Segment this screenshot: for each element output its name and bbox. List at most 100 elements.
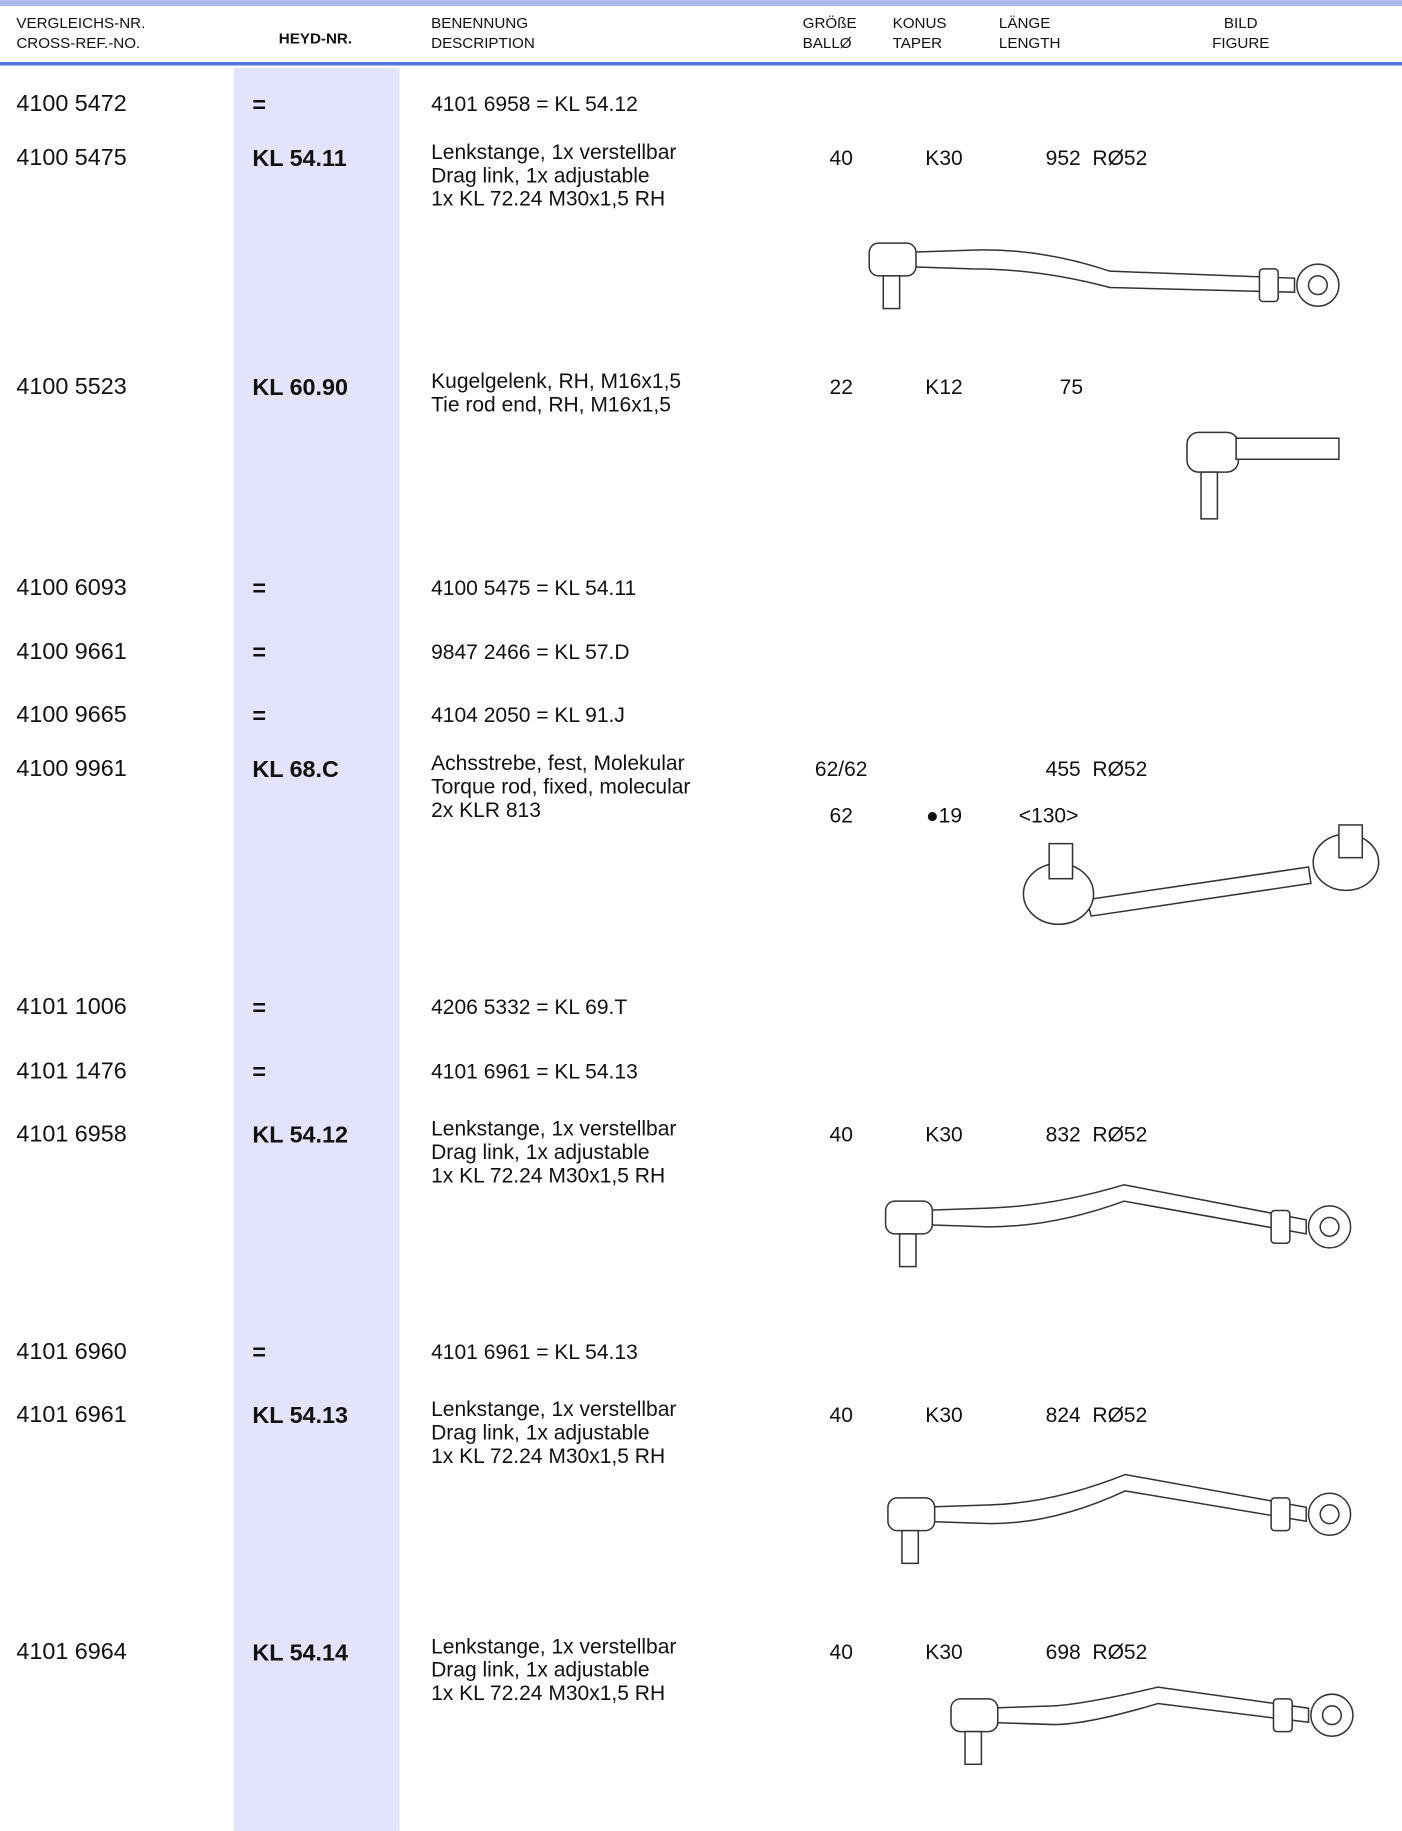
cross-ref: 4100 5472 xyxy=(16,90,126,116)
header-label: DESCRIPTION xyxy=(431,35,535,52)
ball-end xyxy=(1307,275,1328,296)
description: Tie rod end, RH, M16x1,5 xyxy=(431,393,671,416)
description: Lenkstange, 1x verstellbar xyxy=(431,1398,676,1421)
socket xyxy=(950,1698,999,1733)
description: Lenkstange, 1x verstellbar xyxy=(431,1118,676,1141)
description: Lenkstange, 1x verstellbar xyxy=(431,1635,676,1658)
ball-size: 62 xyxy=(830,805,853,828)
description: Drag link, 1x adjustable xyxy=(431,1421,649,1444)
rod xyxy=(901,249,1296,293)
ball-size: 62/62 xyxy=(815,758,868,781)
heyd-no: = xyxy=(252,91,266,117)
rows: 4100 5472 = 4101 6958 = KL 54.12 4100 5475 K… xyxy=(16,90,1380,1766)
description: 1x KL 72.24 M30x1,5 RH xyxy=(431,1682,665,1705)
stud xyxy=(1200,471,1219,520)
cross-ref: 4100 9961 xyxy=(16,755,126,781)
rod xyxy=(917,1184,1307,1235)
figure xyxy=(884,1184,1352,1268)
length: 698 RØ52 xyxy=(1046,1641,1148,1664)
stud xyxy=(898,1233,917,1268)
header-label: GRÖßE xyxy=(803,14,857,32)
taper: K30 xyxy=(925,147,962,170)
socket xyxy=(868,242,917,277)
description: 1x KL 72.24 M30x1,5 RH xyxy=(431,1445,665,1468)
cross-ref: 4100 5523 xyxy=(16,373,126,399)
heyd-no: KL 54.11 xyxy=(252,145,346,171)
ball-end xyxy=(1319,1216,1340,1237)
heyd-no: = xyxy=(252,639,266,665)
ball-size: 40 xyxy=(830,1641,853,1664)
figure xyxy=(887,1473,1352,1565)
length: 455 RØ52 xyxy=(1046,758,1148,781)
description: 4101 6958 = KL 54.12 xyxy=(431,93,638,116)
rod xyxy=(919,1473,1307,1525)
cross-ref: 4101 1006 xyxy=(16,993,126,1019)
cross-ref: 4101 6961 xyxy=(16,1401,126,1427)
header-label: KONUS xyxy=(893,15,947,32)
header: VERGLEICHS-NR. CROSS-REF.-NO. BENENNUNG DES… xyxy=(16,14,1269,52)
ball-end xyxy=(1321,1705,1343,1726)
heyd-no: = xyxy=(252,575,266,601)
cross-ref: 4100 5475 xyxy=(16,144,126,170)
taper: K30 xyxy=(925,1404,962,1427)
heyd-no: = xyxy=(252,994,266,1020)
description: Torque rod, fixed, molecular xyxy=(431,775,690,798)
cross-ref: 4101 6960 xyxy=(16,1338,126,1364)
ball-size: 40 xyxy=(830,1124,853,1147)
figure xyxy=(950,1686,1354,1766)
rod xyxy=(1085,866,1312,917)
figure xyxy=(1022,824,1380,926)
cross-ref: 4100 9665 xyxy=(16,701,126,727)
socket xyxy=(1186,431,1240,473)
cross-ref: 4100 9661 xyxy=(16,638,126,664)
clamp xyxy=(1270,1497,1291,1532)
description: 4101 6961 = KL 54.13 xyxy=(431,1341,638,1364)
header-label: TAPER xyxy=(893,35,942,52)
description: 4100 5475 = KL 54.11 xyxy=(431,577,636,600)
stud xyxy=(964,1730,983,1766)
ball-size: 22 xyxy=(830,376,853,399)
header-label: VERGLEICHS-NR. xyxy=(16,15,145,32)
taper: K12 xyxy=(925,376,962,399)
socket xyxy=(887,1497,936,1532)
heyd-no: KL 54.14 xyxy=(252,1639,348,1665)
description: 1x KL 72.24 M30x1,5 RH xyxy=(431,1164,665,1187)
stud xyxy=(901,1529,920,1565)
cross-ref: 4101 1476 xyxy=(16,1057,126,1083)
length: 75 xyxy=(1060,376,1083,399)
description: 2x KLR 813 xyxy=(431,799,541,822)
description: Kugelgelenk, RH, M16x1,5 xyxy=(431,370,681,393)
clamp xyxy=(1272,1698,1293,1733)
heyd-column xyxy=(233,67,400,1831)
stud xyxy=(882,275,901,310)
header-label: LENGTH xyxy=(999,35,1061,52)
heyd-no: = xyxy=(252,1339,266,1365)
header-label: BILD xyxy=(1224,15,1258,32)
stud xyxy=(1048,842,1074,880)
description: Achsstrebe, fest, Molekular xyxy=(431,752,684,775)
length: 824 RØ52 xyxy=(1046,1404,1148,1427)
taper: K30 xyxy=(925,1641,962,1664)
figure xyxy=(868,242,1340,310)
header-rule xyxy=(0,62,1402,66)
header-label: CROSS-REF.-NO. xyxy=(16,35,140,52)
description: Drag link, 1x adjustable xyxy=(431,1141,649,1164)
taper: K30 xyxy=(925,1124,962,1147)
heyd-no: KL 54.12 xyxy=(252,1122,348,1148)
description: Drag link, 1x adjustable xyxy=(431,164,649,187)
heyd-no: = xyxy=(252,702,266,728)
header-label: BALLØ xyxy=(803,35,852,52)
header-label: BENENNUNG xyxy=(431,15,528,32)
rod xyxy=(982,1686,1310,1726)
heyd-no: KL 60.90 xyxy=(252,374,348,400)
cross-ref: 4100 6093 xyxy=(16,574,126,600)
heyd-no: KL 68.C xyxy=(252,756,339,782)
length: 832 RØ52 xyxy=(1046,1124,1148,1147)
length: <130> xyxy=(1019,805,1079,828)
header-label: HEYD-NR. xyxy=(279,30,352,47)
taper: ●19 xyxy=(926,805,962,828)
description: Lenkstange, 1x verstellbar xyxy=(431,141,676,164)
description: 9847 2466 = KL 57.D xyxy=(431,641,629,664)
cross-ref: 4101 6964 xyxy=(16,1638,126,1664)
length: 952 RØ52 xyxy=(1046,147,1148,170)
